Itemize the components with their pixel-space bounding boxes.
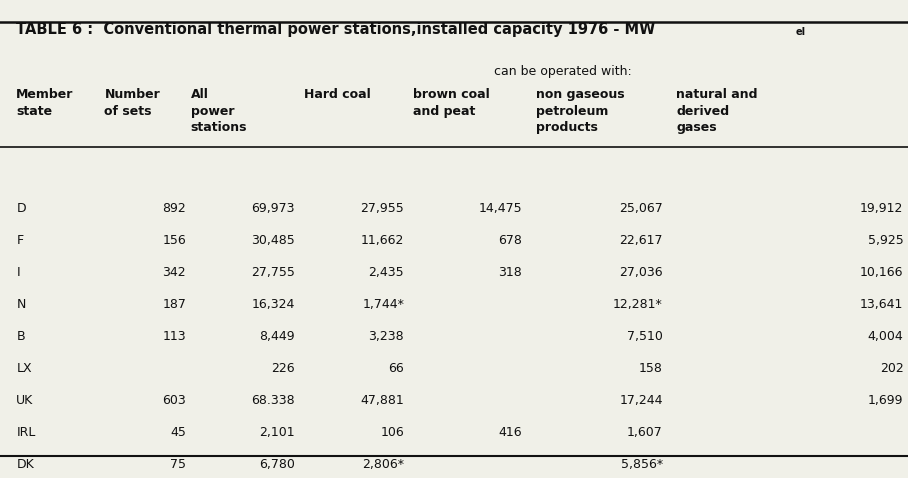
Text: 106: 106 [380,426,404,439]
Text: el: el [795,27,805,37]
Text: 1,744*: 1,744* [362,298,404,311]
Text: All
power
stations: All power stations [191,88,247,134]
Text: 1,607: 1,607 [627,426,663,439]
Text: 22,617: 22,617 [619,234,663,247]
Text: 113: 113 [163,330,186,343]
Text: LX: LX [16,362,32,375]
Text: 45: 45 [171,426,186,439]
Text: 27,755: 27,755 [252,266,295,279]
Text: 27,955: 27,955 [360,202,404,215]
Text: Hard coal: Hard coal [304,88,371,101]
Text: 202: 202 [880,362,903,375]
Text: 30,485: 30,485 [252,234,295,247]
Text: 2,435: 2,435 [369,266,404,279]
Text: 6,780: 6,780 [259,458,295,471]
Text: 75: 75 [170,458,186,471]
Text: 47,881: 47,881 [360,394,404,407]
Text: 10,166: 10,166 [860,266,903,279]
Text: 66: 66 [389,362,404,375]
Text: 318: 318 [498,266,522,279]
Text: 25,067: 25,067 [619,202,663,215]
Text: 158: 158 [639,362,663,375]
Text: D: D [16,202,26,215]
Text: 3,238: 3,238 [369,330,404,343]
Text: 68.338: 68.338 [252,394,295,407]
Text: 416: 416 [498,426,522,439]
Text: 2,101: 2,101 [260,426,295,439]
Text: 187: 187 [163,298,186,311]
Text: 69,973: 69,973 [252,202,295,215]
Text: Member
state: Member state [16,88,74,118]
Text: 2,806*: 2,806* [362,458,404,471]
Text: natural and
derived
gases: natural and derived gases [676,88,758,134]
Text: brown coal
and peat: brown coal and peat [413,88,490,118]
Text: 17,244: 17,244 [619,394,663,407]
Text: 12,281*: 12,281* [613,298,663,311]
Text: 16,324: 16,324 [252,298,295,311]
Text: 603: 603 [163,394,186,407]
Text: 14,475: 14,475 [479,202,522,215]
Text: 892: 892 [163,202,186,215]
Text: 342: 342 [163,266,186,279]
Text: DK: DK [16,458,35,471]
Text: 27,036: 27,036 [619,266,663,279]
Text: TABLE 6 :  Conventional thermal power stations,installed capacity 1976 - MW: TABLE 6 : Conventional thermal power sta… [16,22,656,36]
Text: 678: 678 [498,234,522,247]
Text: I: I [16,266,20,279]
Text: 5,925: 5,925 [868,234,903,247]
Text: 7,510: 7,510 [627,330,663,343]
Text: UK: UK [16,394,34,407]
Text: 11,662: 11,662 [360,234,404,247]
Text: 8,449: 8,449 [260,330,295,343]
Text: 226: 226 [271,362,295,375]
Text: 156: 156 [163,234,186,247]
Text: 5,856*: 5,856* [621,458,663,471]
Text: N: N [16,298,25,311]
Text: can be operated with:: can be operated with: [494,65,632,77]
Text: 4,004: 4,004 [868,330,903,343]
Text: 1,699: 1,699 [868,394,903,407]
Text: 13,641: 13,641 [860,298,903,311]
Text: B: B [16,330,25,343]
Text: non gaseous
petroleum
products: non gaseous petroleum products [536,88,625,134]
Text: 19,912: 19,912 [860,202,903,215]
Text: Number
of sets: Number of sets [104,88,160,118]
Text: IRL: IRL [16,426,35,439]
Text: F: F [16,234,24,247]
